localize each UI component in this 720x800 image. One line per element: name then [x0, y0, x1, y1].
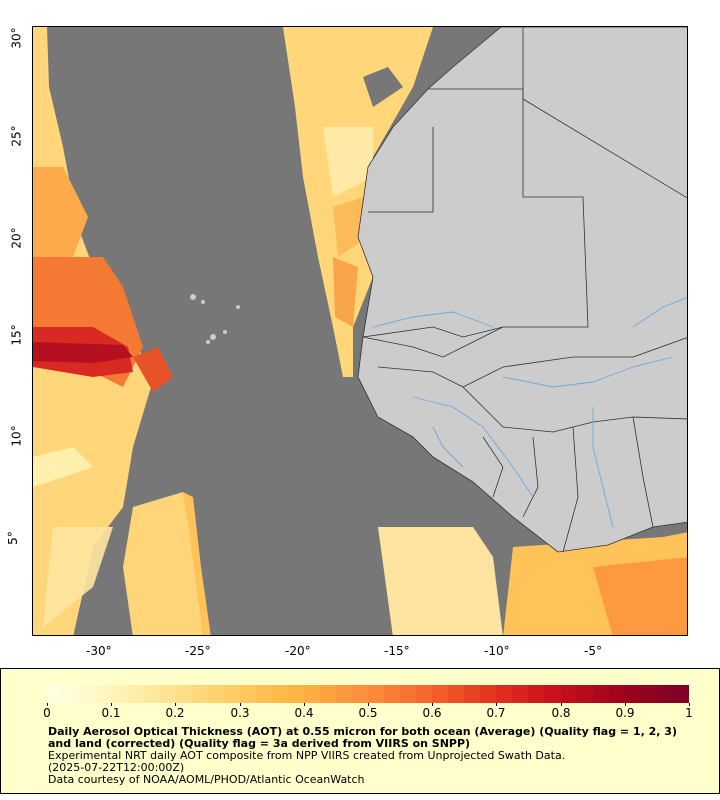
aot-swath-west [33, 27, 211, 635]
colorbar-swatch [79, 685, 96, 703]
colorbar-tick-label: 0.4 [294, 706, 314, 720]
colorbar-swatch [127, 685, 144, 703]
colorbar-swatch [512, 685, 529, 703]
colorbar-swatch [560, 685, 577, 703]
colorbar-swatch [223, 685, 240, 703]
caption-title: Daily Aerosol Optical Thickness (AOT) at… [48, 725, 677, 750]
lat-tick-label: 15° [9, 324, 24, 346]
colorbar-tick-mark [175, 703, 176, 706]
caption-line3: (2025-07-22T12:00:00Z) [48, 761, 185, 774]
colorbar-swatch [335, 685, 352, 703]
colorbar-tick-label: 1 [685, 706, 693, 720]
lat-tick-label: 20° [9, 227, 24, 249]
colorbar-swatch [496, 685, 513, 703]
colorbar-swatch [528, 685, 545, 703]
lon-tick-label: -10° [484, 644, 510, 658]
colorbar-swatch [175, 685, 192, 703]
colorbar-swatch [400, 685, 417, 703]
colorbar-tick-label: 0.8 [551, 706, 571, 720]
lat-tick-label: 25° [9, 125, 24, 147]
colorbar-swatch [159, 685, 176, 703]
lon-tick-label: -30° [86, 644, 112, 658]
colorbar-swatch [464, 685, 481, 703]
colorbar-swatch [47, 685, 64, 703]
colorbar-swatch [271, 685, 288, 703]
colorbar-tick-label: 0.6 [422, 706, 442, 720]
colorbar-swatch [656, 685, 673, 703]
colorbar-swatch [624, 685, 641, 703]
colorbar-swatch [432, 685, 449, 703]
colorbar-tick-mark [304, 703, 305, 706]
colorbar-swatch [544, 685, 561, 703]
colorbar-swatch [63, 685, 80, 703]
colorbar-swatch [448, 685, 465, 703]
rivers [372, 297, 687, 528]
colorbar-tick-mark [689, 703, 690, 706]
colorbar-swatch [287, 685, 304, 703]
colorbar-swatch [255, 685, 272, 703]
colorbar-swatch [416, 685, 433, 703]
colorbar-tick-mark [111, 703, 112, 706]
aot-swath-coast [283, 27, 687, 635]
colorbar-swatch [95, 685, 112, 703]
colorbar-swatch [239, 685, 256, 703]
caption-line2: Experimental NRT daily AOT composite fro… [48, 749, 566, 762]
map-canvas [33, 27, 687, 635]
aot-map[interactable] [32, 26, 688, 636]
colorbar-swatch [111, 685, 128, 703]
cape-verde-islands [190, 294, 240, 344]
colorbar-tick-label: 0.7 [486, 706, 506, 720]
colorbar-tick-label: 0.3 [230, 706, 250, 720]
caption-line4: Data courtesy of NOAA/AOML/PHOD/Atlantic… [48, 773, 365, 786]
lat-tick-label: 30° [9, 27, 24, 49]
colorbar-tick-mark [47, 703, 48, 706]
colorbar-tick-label: 0.9 [615, 706, 635, 720]
colorbar-swatch [143, 685, 160, 703]
colorbar-tick-label: 0.1 [101, 706, 121, 720]
colorbar-tick-mark [240, 703, 241, 706]
colorbar-tick-label: 0.2 [165, 706, 185, 720]
colorbar-swatch [351, 685, 368, 703]
lat-tick-label: 5° [5, 531, 20, 545]
lon-tick-label: -20° [285, 644, 311, 658]
colorbar [47, 685, 689, 703]
colorbar-swatch [608, 685, 625, 703]
colorbar-swatch [592, 685, 609, 703]
lat-tick-label: 10° [9, 425, 24, 447]
colorbar-swatch [640, 685, 657, 703]
colorbar-tick-mark [432, 703, 433, 706]
lon-tick-label: -25° [185, 644, 211, 658]
lon-tick-label: -5° [584, 644, 602, 658]
colorbar-swatch [480, 685, 497, 703]
colorbar-swatch [672, 685, 689, 703]
caption: Daily Aerosol Optical Thickness (AOT) at… [48, 726, 688, 786]
colorbar-swatch [191, 685, 208, 703]
colorbar-swatch [303, 685, 320, 703]
colorbar-tick-mark [561, 703, 562, 706]
colorbar-swatch [576, 685, 593, 703]
colorbar-tick-mark [368, 703, 369, 706]
colorbar-tick-mark [625, 703, 626, 706]
colorbar-swatch [319, 685, 336, 703]
colorbar-swatch [383, 685, 401, 703]
colorbar-tick-label: 0 [43, 706, 51, 720]
colorbar-tick-mark [496, 703, 497, 706]
colorbar-tick-label: 0.5 [358, 706, 378, 720]
lon-tick-label: -15° [384, 644, 410, 658]
colorbar-swatch [367, 685, 384, 703]
country-borders [362, 27, 687, 553]
colorbar-swatch [207, 685, 224, 703]
